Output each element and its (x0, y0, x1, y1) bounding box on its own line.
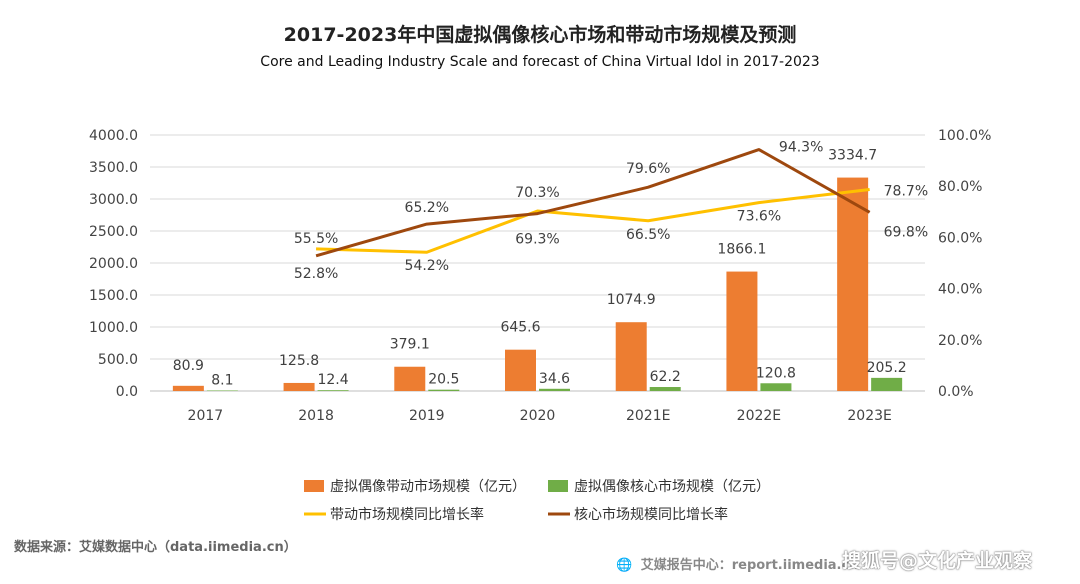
y-left-tick-label: 2000.0 (89, 256, 138, 272)
x-tick-label: 2018 (298, 408, 334, 424)
line-leading-label: 55.5% (294, 231, 338, 247)
chart-subtitle: Core and Leading Industry Scale and fore… (260, 54, 820, 70)
bar-leading-label: 80.9 (173, 358, 204, 374)
report-center: 🌐 艾媒报告中心：report.iimedia.cn (616, 554, 858, 573)
x-tick-label: 2017 (188, 408, 224, 424)
line-leading-label: 70.3% (515, 185, 559, 201)
bar-leading (726, 271, 758, 391)
bar-leading-label: 125.8 (279, 353, 319, 369)
bar-core-label: 20.5 (428, 372, 459, 388)
y-left-tick-label: 0.0 (116, 384, 138, 400)
bar-core-label: 34.6 (539, 371, 570, 387)
x-tick-label: 2019 (409, 408, 445, 424)
x-tick-label: 2021E (626, 408, 670, 424)
bar-leading (283, 382, 315, 391)
bar-leading-label: 1866.1 (717, 242, 766, 258)
bar-core-label: 120.8 (756, 365, 796, 381)
y-right-tick-label: 40.0% (938, 282, 982, 298)
y-left-tick-label: 3000.0 (89, 192, 138, 208)
line-leading-label: 54.2% (405, 258, 449, 274)
line-core-label: 52.8% (294, 266, 338, 282)
bar-core (649, 387, 681, 391)
bar-core (317, 390, 349, 391)
line-leading-label: 66.5% (626, 227, 670, 243)
bar-core (206, 390, 238, 391)
x-tick-label: 2020 (520, 408, 556, 424)
bar-core (539, 388, 570, 391)
line-leading-label: 78.7% (884, 184, 928, 200)
line-core-growth (315, 148, 871, 258)
bar-core-label: 62.2 (650, 369, 681, 385)
legend-label: 带动市场规模同比增长率 (330, 506, 484, 523)
bar-core-label: 8.1 (211, 372, 233, 388)
y-right-tick-label: 20.0% (938, 333, 982, 349)
bar-leading-label: 379.1 (390, 337, 430, 353)
line-leading-growth (316, 188, 870, 254)
y-right-tick-label: 100.0% (938, 128, 991, 144)
y-left-tick-label: 1500.0 (89, 288, 138, 304)
report-center-text: 艾媒报告中心：report.iimedia.cn (640, 558, 859, 573)
legend-swatch (548, 480, 568, 492)
line-core-label: 94.3% (779, 140, 823, 156)
y-left-tick-label: 1000.0 (89, 320, 138, 336)
bar-leading-label: 3334.7 (828, 148, 877, 164)
bar-leading (172, 385, 204, 391)
legend-label: 核心市场规模同比增长率 (574, 506, 728, 523)
x-tick-label: 2023E (847, 408, 891, 424)
bar-leading-label: 645.6 (500, 320, 540, 336)
line-core-label: 65.2% (405, 200, 449, 216)
line-leading-label: 73.6% (737, 209, 781, 225)
chart-title: 2017-2023年中国虚拟偶像核心市场和带动市场规模及预测 (283, 24, 797, 46)
line-core-label: 79.6% (626, 161, 670, 177)
x-tick-label: 2022E (737, 408, 781, 424)
legend-label: 虚拟偶像核心市场规模（亿元） (574, 478, 770, 495)
legend-swatch (304, 480, 324, 492)
bar-leading-label: 1074.9 (607, 292, 656, 308)
bar-core (760, 383, 792, 391)
line-core-label: 69.3% (515, 232, 559, 248)
y-left-tick-label: 500.0 (98, 352, 138, 368)
y-right-tick-label: 80.0% (938, 179, 982, 195)
bar-leading (837, 177, 869, 391)
y-left-tick-label: 3500.0 (89, 160, 138, 176)
globe-icon: 🌐 (616, 558, 633, 573)
data-source: 数据来源：艾媒数据中心（data.iimedia.cn） (14, 540, 297, 555)
bar-core (428, 389, 460, 391)
y-right-tick-label: 60.0% (938, 230, 982, 246)
bar-core (871, 377, 903, 391)
bar-core-label: 205.2 (867, 360, 907, 376)
y-left-tick-label: 4000.0 (89, 128, 138, 144)
bar-core-label: 12.4 (317, 372, 348, 388)
y-left-tick-label: 2500.0 (89, 224, 138, 240)
bar-leading (505, 349, 536, 391)
bar-leading (394, 366, 426, 391)
legend-label: 虚拟偶像带动市场规模（亿元） (330, 478, 526, 495)
bar-leading (615, 322, 647, 391)
watermark: 搜狐号@文化产业观察 (842, 550, 1033, 572)
line-core-label: 69.8% (884, 224, 928, 240)
y-right-tick-label: 0.0% (938, 384, 974, 400)
